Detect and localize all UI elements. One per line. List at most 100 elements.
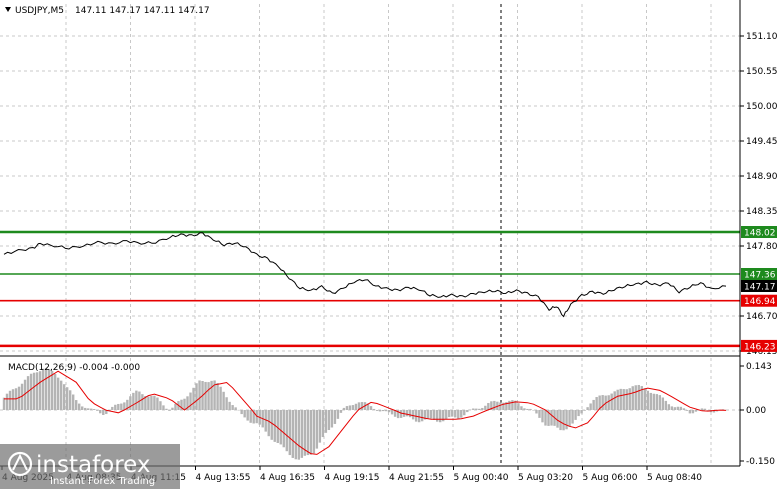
- macd-bar: [321, 410, 325, 438]
- macd-bar: [243, 410, 246, 418]
- macd-bar: [78, 403, 81, 410]
- price-grid: [0, 4, 740, 354]
- macd-bar: [96, 410, 99, 411]
- macd-signal-line: [4, 370, 727, 455]
- macd-bar: [423, 410, 427, 420]
- macd-bar: [703, 408, 707, 410]
- macd-bar: [475, 408, 478, 410]
- macd-bar: [670, 406, 674, 410]
- price-tick-label: 150.55: [746, 67, 778, 77]
- macd-bar: [135, 390, 138, 410]
- macd-bar: [65, 387, 69, 410]
- macd-axis: 0.143 0.00 -0.150: [740, 362, 775, 467]
- macd-bar: [694, 410, 698, 412]
- macd-bar: [285, 410, 288, 452]
- symbol-title: USDJPY,M5: [15, 6, 64, 16]
- macd-bar: [616, 389, 619, 410]
- level-tag-bg: [741, 294, 777, 307]
- macd-bar: [667, 404, 671, 410]
- macd-bar: [68, 390, 72, 410]
- macd-bar: [445, 410, 448, 420]
- price-axis-bg: [740, 0, 781, 489]
- macd-bar: [439, 410, 442, 423]
- macd-bar: [150, 396, 153, 410]
- macd-bar: [44, 368, 48, 410]
- chart-header: USDJPY,M5 147.11 147.17 147.11 147.17: [5, 6, 210, 16]
- macd-bar: [676, 406, 680, 410]
- macd-bar: [273, 410, 276, 442]
- macd-bar: [508, 400, 511, 410]
- price-line: [3, 232, 727, 318]
- macd-bar: [207, 382, 210, 410]
- macd-bar: [192, 387, 195, 410]
- macd-bar: [583, 410, 586, 411]
- macd-bar: [637, 384, 640, 410]
- macd-bar: [8, 390, 12, 410]
- macd-bar: [105, 410, 108, 415]
- macd-bar: [565, 410, 568, 430]
- macd-bar: [168, 410, 171, 411]
- price-tick-label: 151.10: [746, 32, 778, 42]
- macd-bar: [195, 383, 198, 410]
- time-tick-label: 5 Aug 00:40: [454, 473, 509, 483]
- macd-bar: [189, 392, 192, 410]
- time-tick-label: 5 Aug 06:00: [583, 473, 638, 483]
- price-tick-label: 148.90: [746, 172, 778, 182]
- macd-bar: [225, 397, 228, 410]
- macd-bar: [517, 403, 520, 410]
- macd-bar: [580, 410, 583, 414]
- macd-bar: [661, 397, 665, 410]
- dropdown-triangle-icon[interactable]: [5, 7, 11, 12]
- macd-bar: [327, 410, 331, 431]
- macd-bar: [417, 410, 421, 423]
- macd-bar: [463, 410, 466, 416]
- macd-bar: [315, 410, 319, 449]
- macd-bar: [613, 391, 616, 410]
- macd-bar: [351, 405, 355, 410]
- macd-bar: [448, 410, 451, 418]
- macd-bar: [339, 410, 343, 413]
- macd-bar: [159, 401, 162, 410]
- macd-bar: [592, 399, 595, 410]
- macd-bar: [84, 407, 87, 410]
- macd-bar: [312, 410, 316, 454]
- macd-bar: [102, 410, 105, 415]
- macd-bar: [50, 370, 54, 410]
- macd-bar: [300, 410, 304, 458]
- macd-bar: [297, 410, 301, 460]
- macd-bar: [682, 408, 686, 410]
- macd-bar: [330, 410, 334, 428]
- macd-bar: [631, 386, 634, 410]
- macd-tick-label: -0.150: [746, 457, 775, 467]
- level-tag-label: 146.23: [744, 342, 776, 352]
- macd-bar: [141, 394, 144, 410]
- macd-bar: [288, 410, 291, 456]
- macd-bar: [309, 410, 313, 455]
- macd-bar: [658, 395, 662, 410]
- macd-bar: [472, 408, 475, 410]
- macd-bar: [478, 408, 481, 410]
- macd-bar: [460, 410, 463, 418]
- macd-bar: [574, 410, 577, 420]
- price-tick-label: 149.45: [746, 137, 778, 147]
- macd-bar: [706, 410, 710, 411]
- macd-bar: [589, 403, 592, 410]
- macd-bar: [679, 406, 683, 410]
- level-tag-bg: [741, 268, 777, 280]
- macd-bar: [688, 410, 692, 414]
- macd-bar: [664, 400, 668, 410]
- macd-bar: [123, 402, 126, 410]
- macd-bar: [426, 410, 430, 419]
- macd-bar: [577, 410, 580, 417]
- macd-bar: [405, 410, 409, 417]
- macd-bar: [153, 395, 156, 410]
- macd-bar: [556, 410, 559, 428]
- macd-bar: [2, 397, 6, 410]
- time-tick-label: 5 Aug 08:40: [647, 473, 702, 483]
- macd-bar: [469, 409, 472, 411]
- macd-bar: [529, 408, 532, 410]
- level-tag-label: 146.94: [744, 297, 776, 307]
- price-tick-label: 146.70: [746, 312, 778, 322]
- price-tick-label: 148.35: [746, 207, 778, 217]
